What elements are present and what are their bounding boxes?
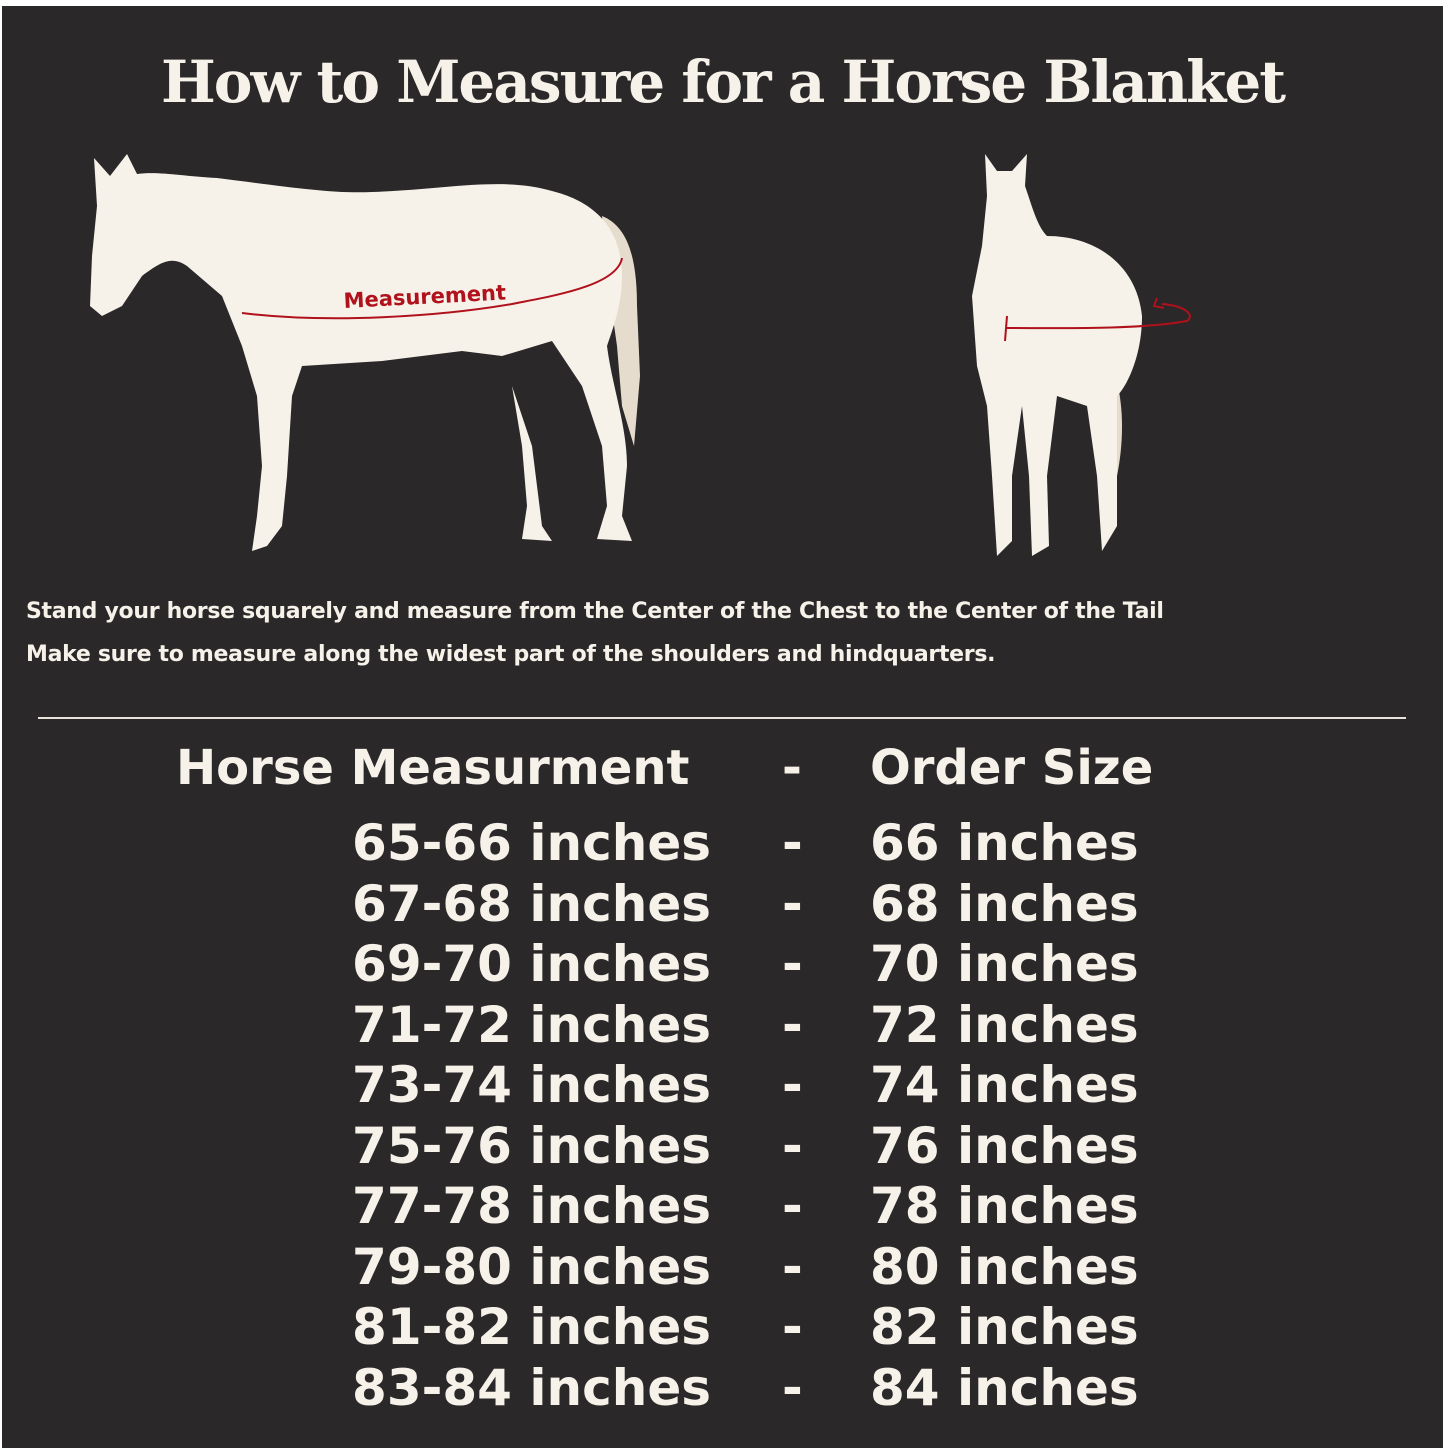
table-row: 69-70 inches - 70 inches <box>2 935 1443 995</box>
horse-side-illustration: Measurement <box>90 154 640 551</box>
table-row: 83-84 inches - 84 inches <box>2 1359 1443 1419</box>
header-horse-measurement: Horse Measurment <box>176 740 690 796</box>
separator-cell: - <box>782 1298 803 1356</box>
separator-cell: - <box>782 1358 803 1417</box>
measurement-cell: 75-76 inches <box>352 1116 711 1175</box>
table-row: 65-66 inches - 66 inches <box>2 814 1443 874</box>
instruction-line-1: Stand your horse squarely and measure fr… <box>26 599 1164 624</box>
table-row: 67-68 inches - 68 inches <box>2 875 1443 935</box>
horse-front-illustration <box>972 154 1191 556</box>
separator-cell: - <box>782 1116 803 1175</box>
order-size-cell: 84 inches <box>870 1358 1139 1417</box>
measurement-cell: 81-82 inches <box>352 1298 711 1356</box>
measurement-line <box>241 257 623 320</box>
table-row: 79-80 inches - 80 inches <box>2 1238 1443 1298</box>
table-row: 75-76 inches - 76 inches <box>2 1117 1443 1177</box>
order-size-cell: 68 inches <box>870 874 1139 933</box>
separator-cell: - <box>782 874 803 933</box>
order-size-cell: 66 inches <box>870 814 1139 872</box>
measurement-cell: 67-68 inches <box>352 874 711 933</box>
measurement-cell: 69-70 inches <box>352 935 711 993</box>
separator-cell: - <box>782 1177 803 1235</box>
order-size-cell: 76 inches <box>870 1116 1139 1175</box>
order-size-cell: 80 inches <box>870 1237 1139 1296</box>
page-title: How to Measure for a Horse Blanket <box>160 48 1286 116</box>
divider <box>38 717 1406 719</box>
separator-cell: - <box>782 935 803 993</box>
separator-cell: - <box>782 1056 803 1114</box>
table-row: 71-72 inches - 72 inches <box>2 996 1443 1056</box>
measurement-cell: 71-72 inches <box>352 995 711 1054</box>
panel: How to Measure for a Horse Blanket Measu… <box>2 6 1443 1448</box>
table-header: Horse Measurment - Order Size <box>2 740 1443 800</box>
header-separator: - <box>782 740 802 796</box>
order-size-cell: 78 inches <box>870 1177 1139 1235</box>
order-size-cell: 74 inches <box>870 1056 1139 1114</box>
order-size-cell: 72 inches <box>870 995 1139 1054</box>
table-row: 77-78 inches - 78 inches <box>2 1177 1443 1237</box>
measurement-cell: 65-66 inches <box>352 814 711 872</box>
horse-front-body <box>972 154 1142 556</box>
table-row: 73-74 inches - 74 inches <box>2 1056 1443 1116</box>
separator-cell: - <box>782 995 803 1054</box>
instruction-line-2: Make sure to measure along the widest pa… <box>26 642 996 667</box>
order-size-cell: 70 inches <box>870 935 1139 993</box>
header-order-size: Order Size <box>870 740 1154 796</box>
measurement-cell: 73-74 inches <box>352 1056 711 1114</box>
separator-cell: - <box>782 1237 803 1296</box>
measurement-cell: 77-78 inches <box>352 1177 711 1235</box>
measurement-cell: 83-84 inches <box>352 1358 711 1417</box>
separator-cell: - <box>782 814 803 872</box>
measurement-arrow <box>1004 297 1191 342</box>
table-row: 81-82 inches - 82 inches <box>2 1298 1443 1358</box>
horse-side-body <box>90 154 632 551</box>
measurement-cell: 79-80 inches <box>352 1237 711 1296</box>
order-size-cell: 82 inches <box>870 1298 1139 1356</box>
